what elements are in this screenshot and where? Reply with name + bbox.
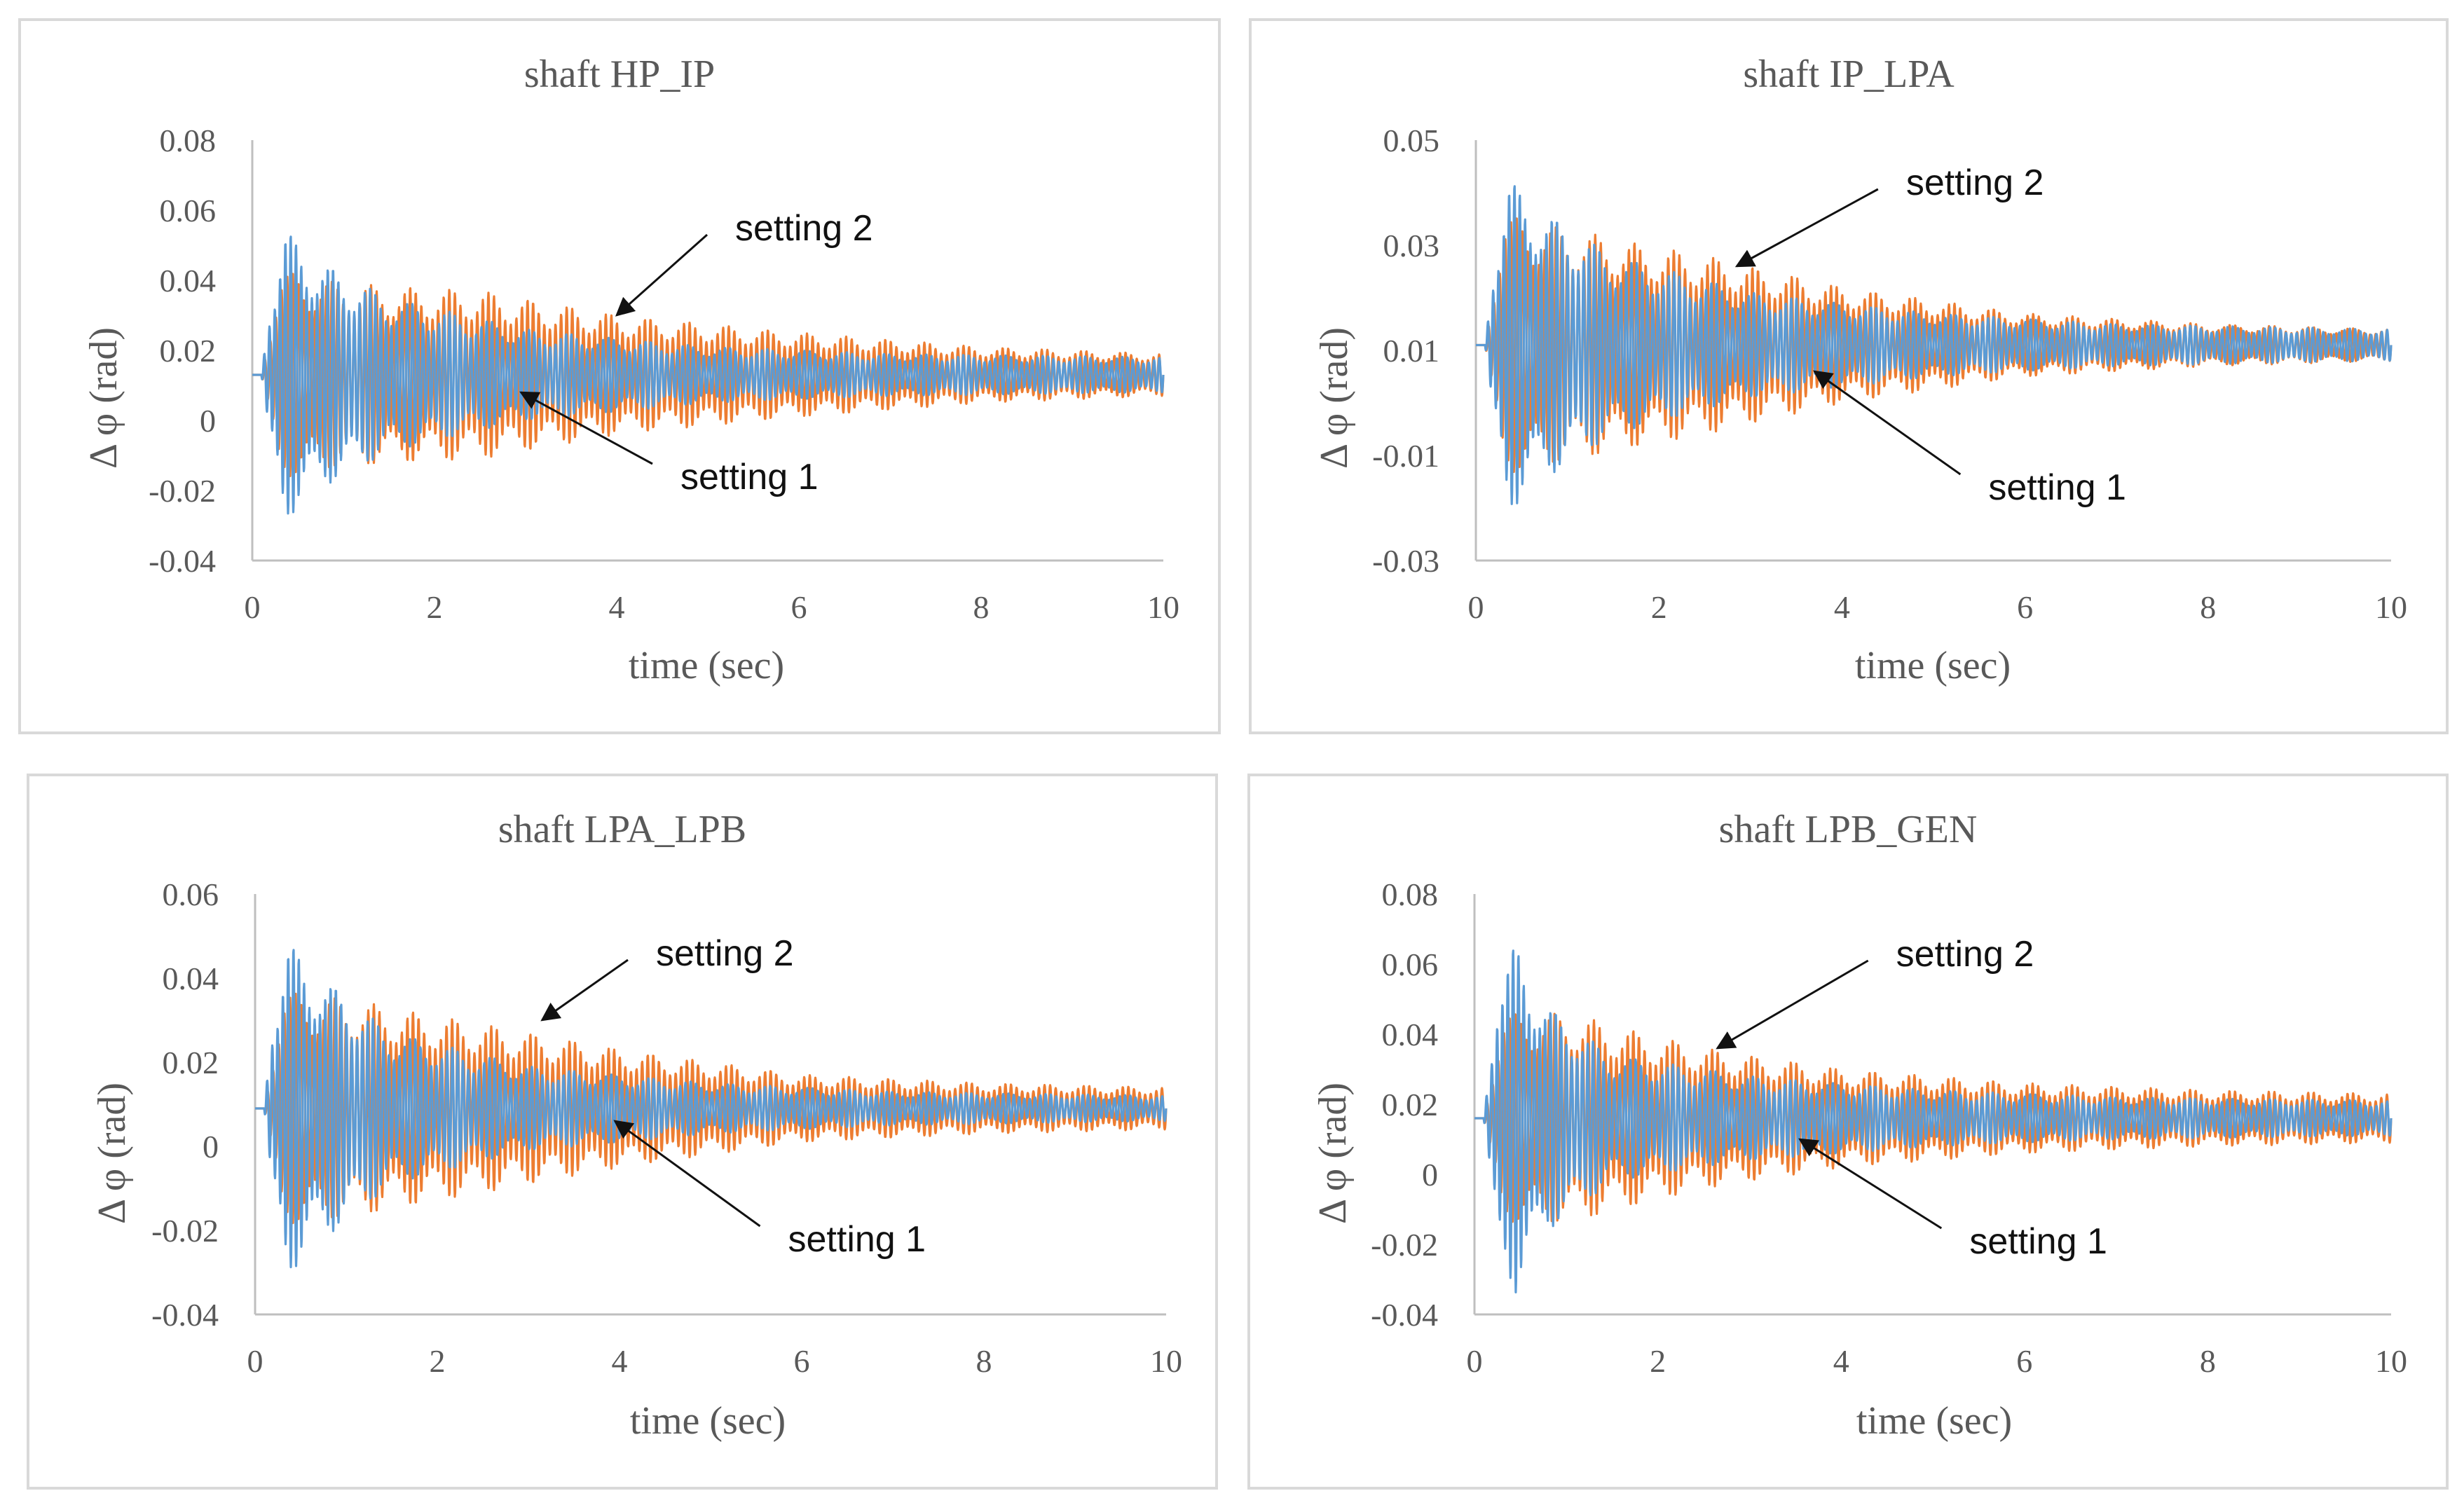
x-tick-label: 2 [1651,589,1667,625]
y-tick-label: 0 [203,1129,219,1164]
x-tick-label: 10 [1150,1343,1182,1379]
y-tick-label: 0.08 [160,123,217,158]
y-tick-label: -0.04 [149,543,216,579]
x-tick-label: 8 [973,589,990,625]
annotation-label: setting 2 [1906,163,2044,203]
series-line-setting-1 [1474,185,2393,505]
y-tick-label: 0.06 [1382,947,1439,982]
y-axis-label: Δ φ (rad) [82,327,125,469]
chart-title: shaft IP_LPA [1743,53,1955,96]
y-tick-label: 0.03 [1383,228,1440,263]
annotation-arrow [540,958,629,1022]
y-tick-label: 0.06 [160,193,217,228]
annotation-label: setting 2 [656,933,794,974]
annotation-arrow [1813,370,1962,476]
annotation-arrow [1734,188,1879,268]
y-tick-label: -0.04 [151,1297,219,1333]
x-tick-label: 4 [612,1343,628,1379]
x-tick-label: 0 [1468,589,1484,625]
y-tick-label: 0.08 [1382,877,1439,912]
y-tick-label: -0.02 [151,1213,219,1249]
y-tick-label: 0.02 [1382,1087,1439,1122]
y-tick-label: 0.06 [163,877,219,912]
x-tick-label: 0 [1467,1343,1483,1379]
x-tick-label: 6 [2016,1343,2032,1379]
chart-title: shaft LPA_LPB [498,808,747,851]
x-tick-label: 4 [609,589,625,625]
x-tick-label: 10 [1147,589,1179,625]
annotation-arrow [615,233,708,317]
x-tick-label: 2 [427,589,443,625]
y-tick-label: 0.04 [160,263,217,298]
chart-panel-lpa-lpb: -0.04 -0.02 0 0.02 0.04 0.06 0 2 4 6 8 10 setting 2 s… [27,774,1218,1490]
x-axis-label: time (sec) [628,644,785,687]
chart-svg: -0.04 -0.02 0 0.02 0.04 0.06 0.08 0 2 4 6 8 10 settin… [1371,877,2407,1379]
y-tick-label: 0.01 [1383,333,1440,369]
y-tick-label: 0.04 [163,961,219,996]
annotation-label: setting 1 [788,1219,926,1260]
x-tick-label: 6 [794,1343,810,1379]
y-tick-label: 0.02 [163,1045,219,1080]
x-tick-label: 10 [2375,589,2407,625]
annotation-label: setting 1 [1988,467,2126,508]
y-axis-label: Δ φ (rad) [1311,1082,1355,1225]
annotation-arrow [1716,959,1869,1050]
annotation-label: setting 1 [680,457,819,497]
annotation-arrow [1798,1138,1943,1230]
chart-title: shaft HP_IP [523,53,716,96]
annotation-arrow [613,1120,761,1228]
chart-panel-lpb-gen: -0.04 -0.02 0 0.02 0.04 0.06 0.08 0 2 4 6 8 10 settin… [1247,774,2449,1490]
x-tick-label: 8 [2200,1343,2216,1379]
x-tick-label: 6 [791,589,807,625]
x-axis-label: time (sec) [1854,644,2011,687]
y-tick-label: -0.02 [149,473,216,509]
x-tick-label: 2 [430,1343,446,1379]
series-line-setting-1 [251,235,1165,515]
x-tick-label: 4 [1834,589,1850,625]
x-tick-label: 6 [2017,589,2033,625]
x-tick-label: 8 [2200,589,2216,625]
x-tick-label: 0 [245,589,261,625]
x-tick-label: 2 [1650,1343,1666,1379]
chart-title: shaft LPB_GEN [1718,808,1978,851]
chart-panel-hp-ip: -0.04 -0.02 0 0.02 0.04 0.06 0.08 0 2 4 6 8 10 settin… [18,18,1221,734]
chart-svg: -0.04 -0.02 0 0.02 0.04 0.06 0 2 4 6 8 10 setting 2 s… [151,877,1182,1379]
y-tick-label: -0.03 [1372,543,1439,579]
annotation-label: setting 2 [735,208,873,249]
series-line-setting-1 [254,949,1168,1269]
x-tick-label: 0 [247,1343,263,1379]
y-tick-label: 0.02 [160,333,217,369]
y-tick-label: 0.04 [1382,1017,1439,1052]
y-axis-label: Δ φ (rad) [90,1082,134,1225]
x-tick-label: 8 [976,1343,992,1379]
y-tick-label: -0.04 [1371,1297,1438,1333]
annotation-label: setting 2 [1896,934,2034,975]
x-axis-label: time (sec) [629,1399,786,1443]
x-tick-label: 4 [1833,1343,1849,1379]
y-tick-label: -0.02 [1371,1227,1438,1263]
y-tick-label: 0.05 [1383,123,1440,158]
annotation-arrow [519,391,653,465]
x-axis-label: time (sec) [1856,1399,2013,1443]
y-tick-label: -0.01 [1372,438,1439,474]
chart-panel-ip-lpa: -0.03 -0.01 0.01 0.03 0.05 0 2 4 6 8 10 setting 2 se… [1249,18,2449,734]
chart-svg: -0.04 -0.02 0 0.02 0.04 0.06 0.08 0 2 4 6 8 10 settin… [149,123,1179,625]
annotation-label: setting 1 [1969,1221,2107,1262]
chart-svg: -0.03 -0.01 0.01 0.03 0.05 0 2 4 6 8 10 setting 2 se… [1372,123,2407,625]
y-tick-label: 0 [200,403,216,439]
x-tick-label: 10 [2375,1343,2407,1379]
y-axis-label: Δ φ (rad) [1313,327,1356,469]
y-tick-label: 0 [1422,1157,1438,1193]
series-line-setting-1 [1473,949,2393,1293]
